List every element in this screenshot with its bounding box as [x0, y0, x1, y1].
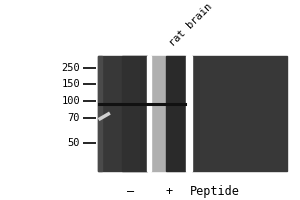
Text: —: — — [127, 185, 134, 198]
Bar — [98, 56, 147, 171]
Text: 250: 250 — [61, 63, 80, 73]
Bar — [122, 56, 147, 171]
Bar — [147, 56, 152, 171]
Bar — [98, 56, 102, 171]
Text: 100: 100 — [61, 96, 80, 106]
Bar — [166, 56, 185, 171]
Text: +: + — [166, 185, 173, 198]
Text: 50: 50 — [68, 138, 80, 148]
Text: rat brain: rat brain — [168, 1, 215, 48]
Text: 70: 70 — [68, 113, 80, 123]
Bar — [186, 56, 192, 171]
Bar — [152, 56, 186, 171]
Bar — [192, 56, 287, 171]
Text: 150: 150 — [61, 79, 80, 89]
Text: Peptide: Peptide — [190, 185, 240, 198]
